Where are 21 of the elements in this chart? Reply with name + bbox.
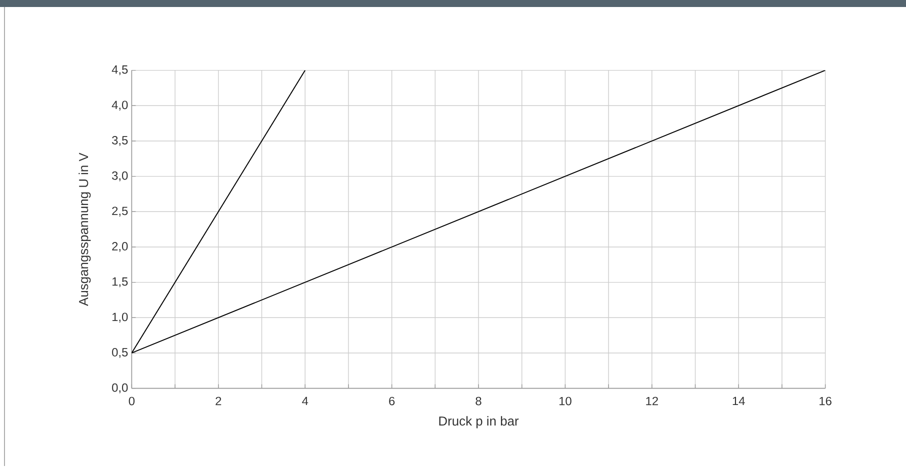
x-tick-label: 8 [476,396,482,406]
x-tick-label: 14 [732,396,745,406]
y-tick-label: 2,5 [112,206,128,217]
y-tick-label: 2,0 [112,242,128,252]
x-tick-label: 0 [128,396,135,406]
y-axis-title: Ausgangsspannung U in V [78,152,91,306]
x-tick-label: 10 [559,396,572,406]
y-tick-label: 0,5 [112,348,128,358]
x-tick-label: 6 [389,396,395,406]
x-tick-label: 12 [646,396,658,406]
x-axis-title: Druck p in bar [439,416,519,428]
y-tick-label: 4,5 [112,65,128,76]
y-tick-label: 3,0 [112,171,128,182]
y-tick-label: 3,5 [112,136,128,146]
y-tick-label: 1,0 [112,312,128,323]
x-tick-label: 2 [216,396,222,406]
y-tick-label: 4,0 [112,100,128,111]
x-tick-label: 16 [820,396,832,406]
y-tick-label: 0,0 [112,383,128,394]
x-tick-label: 4 [302,396,308,406]
y-tick-label: 1,5 [112,277,128,288]
